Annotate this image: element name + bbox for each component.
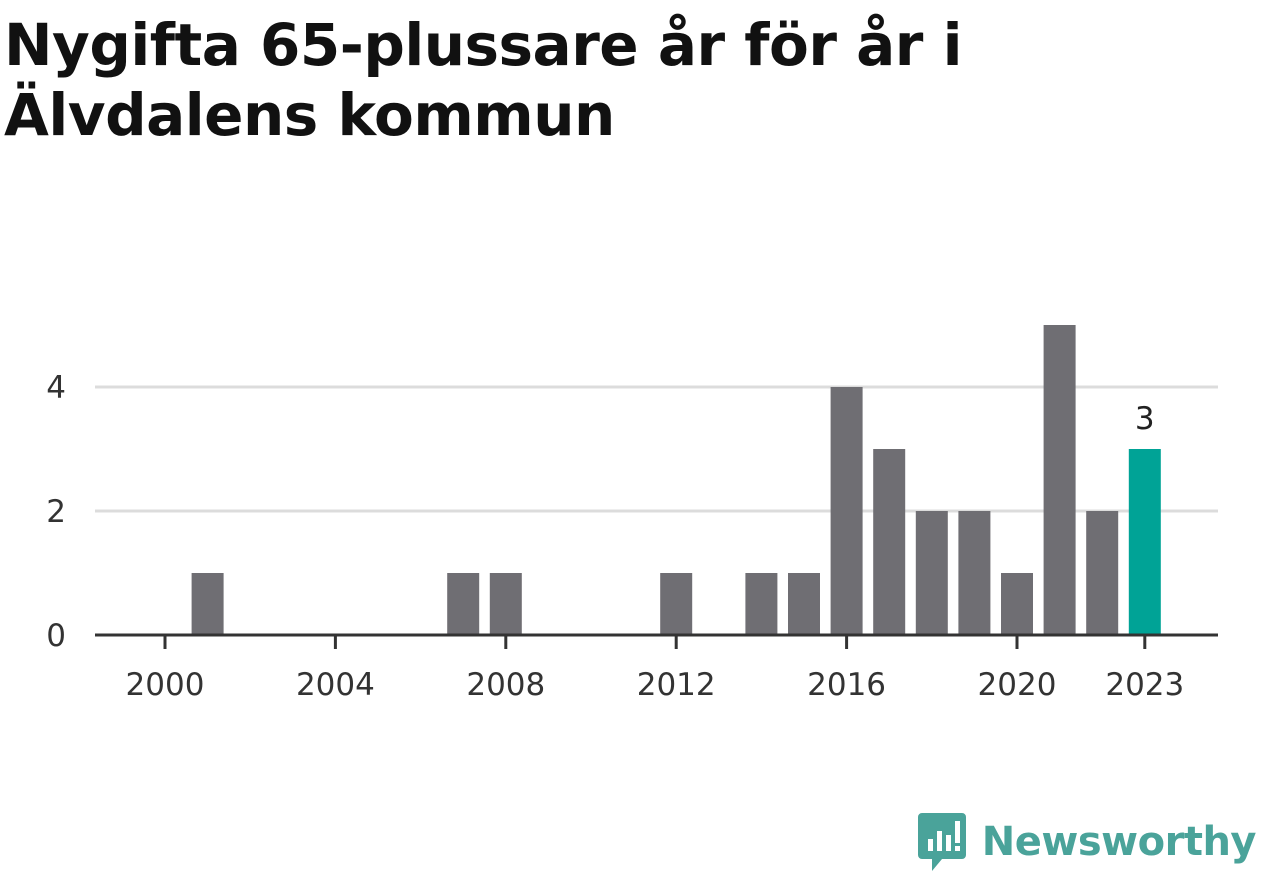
bar-2019 [958, 511, 991, 635]
bar-2016 [830, 387, 863, 635]
bar-2021 [1043, 325, 1076, 635]
bar-chart-speech-bubble-icon [917, 813, 966, 871]
y-tick-label-4: 4 [46, 370, 66, 406]
bar-2008 [489, 573, 522, 635]
x-tick-label-2023: 2023 [1105, 667, 1184, 703]
brand-logo: Newsworthy [917, 813, 1257, 871]
bar-2015 [788, 573, 820, 635]
bars [191, 325, 1161, 635]
bar-2020 [1001, 573, 1033, 635]
bar-2012 [660, 573, 693, 635]
bar-2001 [191, 573, 224, 635]
x-axis [95, 633, 1218, 649]
x-tick-label-2000: 2000 [126, 667, 205, 703]
tick-labels: 0 2 4 3 2000 2004 2008 2012 2016 2020 2023 [46, 370, 1184, 703]
x-tick-label-2004: 2004 [296, 667, 375, 703]
y-tick-label-0: 0 [46, 618, 66, 654]
x-tick-label-2012: 2012 [637, 667, 716, 703]
x-tick-label-2016: 2016 [807, 667, 886, 703]
data-label-2023: 3 [1135, 401, 1155, 437]
bar-2014 [745, 573, 778, 635]
gridlines [95, 385, 1218, 513]
y-tick-label-2: 2 [46, 494, 66, 530]
bar-2023 [1128, 449, 1161, 635]
chart-title: Nygifta 65-plussare år för år i Älvdalen… [4, 11, 962, 149]
x-tick-label-2020: 2020 [978, 667, 1057, 703]
bar-2007 [447, 573, 480, 635]
x-tick-label-2008: 2008 [466, 667, 545, 703]
bar-2018 [915, 511, 948, 635]
brand-name: Newsworthy [981, 819, 1257, 865]
bar-2022 [1086, 511, 1119, 635]
bar-2017 [873, 449, 906, 635]
